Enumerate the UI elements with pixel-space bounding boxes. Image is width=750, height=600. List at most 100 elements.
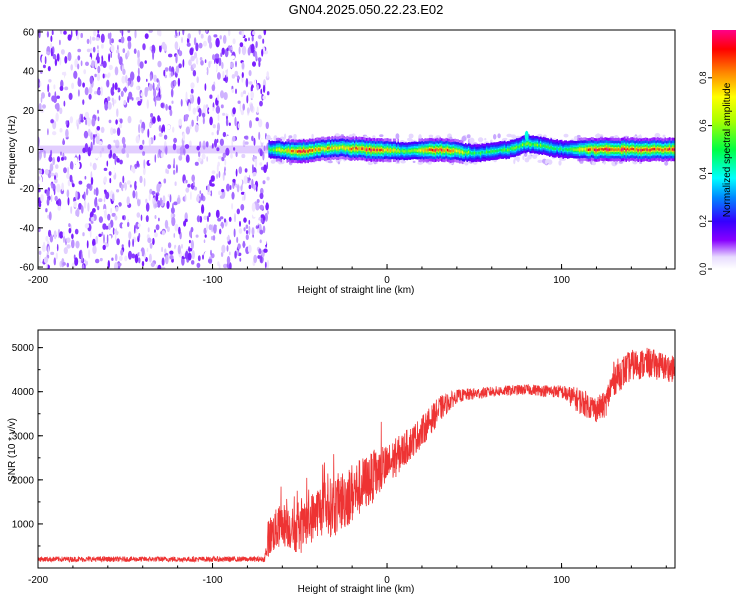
noise-speckle [241,30,245,38]
ridge-cell [518,145,521,148]
ridge-cell [602,148,605,151]
noise-speckle [148,137,152,147]
noise-speckle [67,51,72,62]
ridge-cell [376,148,378,152]
noise-speckle [59,85,64,91]
noise-speckle [128,250,132,260]
ridge-halo [379,134,384,138]
noise-speckle [40,181,45,187]
ridge-cell [386,148,389,152]
noise-speckle [47,246,50,255]
noise-speckle [117,52,120,60]
noise-speckle [161,127,164,134]
ridge-cell [368,148,371,151]
ridge-cell [625,149,627,152]
noise-speckle [50,119,54,124]
noise-speckle [194,161,199,166]
noise-speckle [252,164,254,172]
noise-speckle [100,126,105,133]
ridge-cell [598,148,600,151]
noise-speckle [77,48,82,53]
noise-speckle [121,148,126,154]
noise-speckle [118,95,121,101]
noise-speckle [111,97,114,103]
noise-speckle [184,114,189,118]
noise-speckle [173,169,176,175]
noise-speckle [162,77,164,87]
noise-speckle [118,123,123,129]
noise-speckle [77,89,80,97]
noise-speckle [135,190,138,200]
ridge-cell [491,150,494,153]
noise-speckle [67,179,71,187]
noise-speckle [41,55,45,65]
ridge-halo [545,159,551,164]
y-tick-label: 40 [23,67,35,78]
ridge-cell [478,151,480,155]
ridge-halo [614,161,617,165]
ridge-cell [304,150,306,153]
noise-speckle [171,192,174,202]
noise-speckle [52,53,57,60]
noise-speckle [101,110,104,117]
ridge-cell [583,148,585,151]
noise-speckle [233,147,236,151]
ridge-cell [278,148,281,151]
noise-speckle [38,50,41,58]
ridge-cell [470,152,473,155]
noise-speckle [207,191,211,195]
ridge-cell [482,151,485,154]
noise-speckle [266,71,270,79]
ridge-halo [639,161,642,164]
noise-speckle [208,212,211,218]
noise-speckle [116,108,119,117]
noise-speckle [143,177,146,187]
ridge-cell [664,148,666,151]
noise-speckle [44,56,47,65]
noise-speckle [246,107,250,114]
noise-speckle [102,73,105,79]
ridge-cell [563,148,566,151]
noise-speckle [237,76,241,80]
ridge-cell [497,149,500,152]
ridge-cell [463,151,465,155]
noise-speckle [148,193,151,201]
noise-speckle [121,43,126,49]
noise-speckle [107,32,111,40]
ridge-cell [350,147,353,151]
ridge-cell [349,147,351,151]
noise-speckle [184,212,188,222]
noise-speckle [189,140,192,148]
noise-speckle [94,197,98,207]
noise-speckle [132,238,135,248]
noise-speckle [99,257,103,262]
noise-speckle [68,223,71,228]
noise-speckle [96,73,101,82]
noise-speckle [259,192,264,200]
noise-speckle [239,257,242,262]
noise-speckle [48,101,53,106]
ridge-cell [331,146,333,149]
ridge-cell [305,149,308,153]
noise-speckle [240,204,245,211]
noise-speckle [81,113,83,124]
noise-speckle [63,100,66,107]
ridge-cell [316,148,318,151]
ridge-cell [383,149,386,152]
noise-speckle [141,260,145,267]
noise-speckle [62,231,65,238]
noise-speckle [257,255,261,259]
ridge-cell [581,148,584,151]
noise-speckle [176,197,181,205]
noise-speckle [124,86,127,93]
noise-speckle [255,117,259,122]
noise-speckle [209,116,213,126]
spectrogram-x-axis: -200 -100 0 100 [28,264,667,286]
noise-speckle [95,135,100,145]
ridge-cell [418,149,420,152]
ridge-cell [572,148,575,151]
ridge-cell [433,149,435,152]
spectrogram-y-axis: -60 -40 -20 0 20 40 60 [20,27,43,274]
noise-speckle [251,222,254,227]
